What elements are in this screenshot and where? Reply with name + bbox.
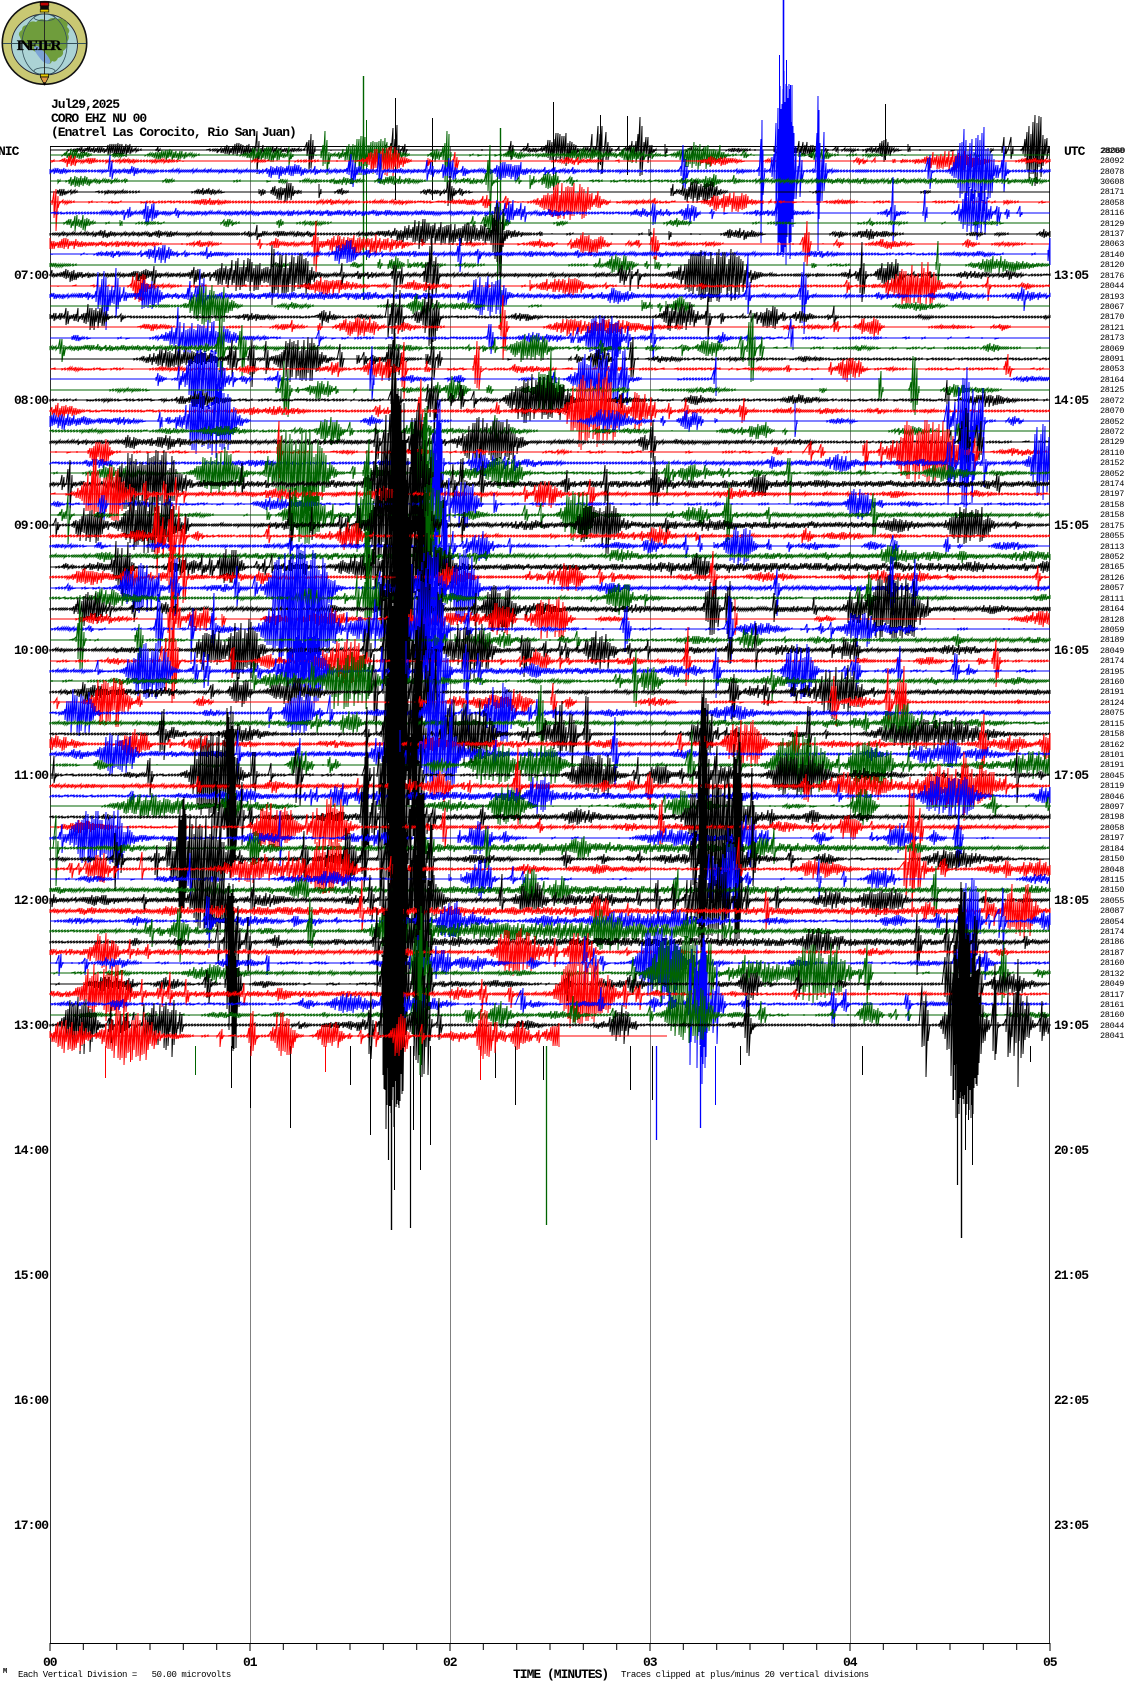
svg-text:INETER: INETER	[17, 38, 62, 54]
